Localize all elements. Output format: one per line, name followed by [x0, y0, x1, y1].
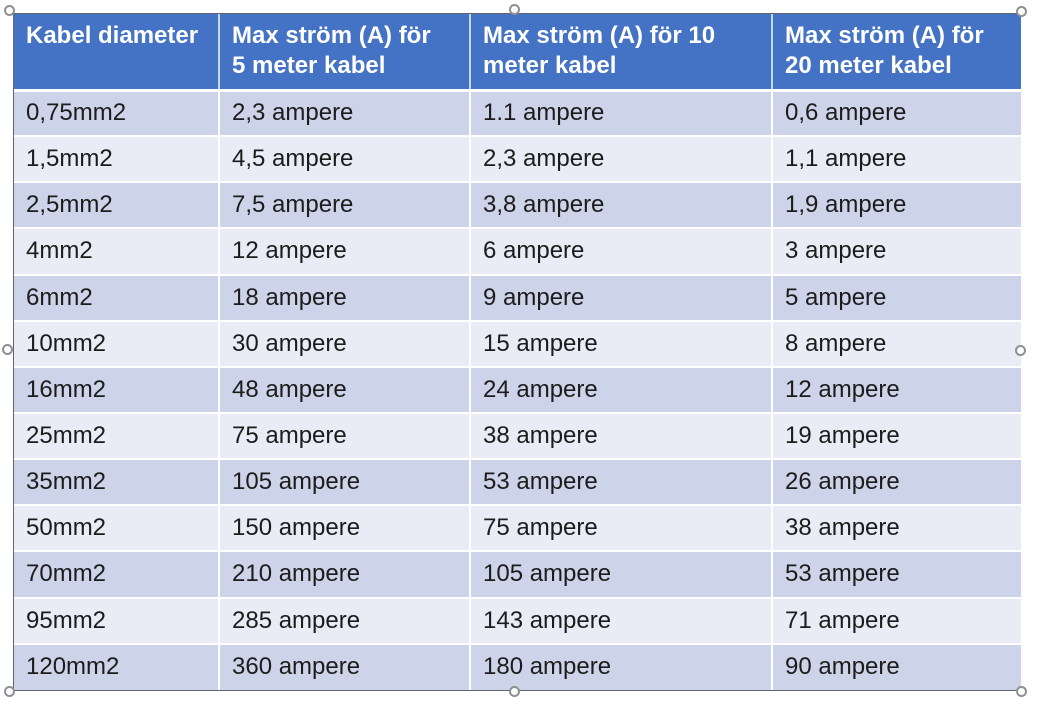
table-cell[interactable]: 6 ampere [470, 228, 773, 276]
cable-amperage-table[interactable]: Kabel diameter Max ström (A) för 5 meter… [13, 13, 1021, 691]
table-row: 120mm2 360 ampere 180 ampere 90 ampere [14, 643, 1021, 690]
table-cell[interactable]: 180 ampere [470, 643, 773, 690]
table-cell[interactable]: 4mm2 [14, 228, 220, 276]
selection-handle-top-middle[interactable] [509, 4, 520, 15]
table-cell[interactable]: 9 ampere [470, 274, 773, 322]
table-cell[interactable]: 5 ampere [772, 274, 1021, 322]
table-cell[interactable]: 3 ampere [772, 228, 1021, 276]
table-cell[interactable]: 12 ampere [772, 366, 1021, 414]
table-cell[interactable]: 75 ampere [470, 505, 773, 553]
table-cell[interactable]: 24 ampere [470, 366, 773, 414]
table-cell[interactable]: 2,3 ampere [470, 136, 773, 184]
selection-handle-top-right[interactable] [1016, 6, 1027, 17]
table-cell[interactable]: 16mm2 [14, 366, 220, 414]
table-cell[interactable]: 8 ampere [772, 320, 1021, 368]
table-cell[interactable]: 53 ampere [470, 459, 773, 507]
table-cell[interactable]: 285 ampere [219, 597, 471, 645]
table-cell[interactable]: 75 ampere [219, 412, 471, 461]
table-cell[interactable]: 35mm2 [14, 459, 220, 507]
table-cell[interactable]: 70mm2 [14, 551, 220, 599]
selection-handle-bottom-middle[interactable] [509, 686, 520, 697]
table-cell[interactable]: 2,5mm2 [14, 182, 220, 230]
header-cell-5-meter[interactable]: Max ström (A) för 5 meter kabel [219, 14, 471, 92]
table-cell[interactable]: 105 ampere [219, 459, 471, 507]
table-cell[interactable]: 7,5 ampere [219, 182, 471, 230]
table-row: 95mm2 285 ampere 143 ampere 71 ampere [14, 597, 1021, 645]
table-cell[interactable]: 1,1 ampere [772, 136, 1021, 184]
table-cell[interactable]: 25mm2 [14, 412, 220, 461]
data-table: Kabel diameter Max ström (A) för 5 meter… [14, 14, 1021, 690]
table-row: 0,75mm2 2,3 ampere 1.1 ampere 0,6 ampere [14, 90, 1021, 138]
table-row: 35mm2 105 ampere 53 ampere 26 ampere [14, 459, 1021, 507]
table-row: 50mm2 150 ampere 75 ampere 38 ampere [14, 505, 1021, 553]
header-cell-10-meter[interactable]: Max ström (A) för 10 meter kabel [470, 14, 773, 92]
table-cell[interactable]: 71 ampere [772, 597, 1021, 645]
table-row: 4mm2 12 ampere 6 ampere 3 ampere [14, 228, 1021, 276]
table-cell[interactable]: 26 ampere [772, 459, 1021, 507]
header-line: Max ström (A) för [232, 22, 431, 49]
selection-handle-middle-left[interactable] [2, 344, 13, 355]
header-line: 5 meter kabel [232, 52, 386, 79]
table-cell[interactable]: 120mm2 [14, 643, 220, 690]
table-cell[interactable]: 15 ampere [470, 320, 773, 368]
table-cell[interactable]: 48 ampere [219, 366, 471, 414]
table-row: 10mm2 30 ampere 15 ampere 8 ampere [14, 320, 1021, 368]
table-cell[interactable]: 53 ampere [772, 551, 1021, 599]
selection-handle-bottom-right[interactable] [1016, 686, 1027, 697]
selection-handle-middle-right[interactable] [1015, 345, 1026, 356]
header-line: Max ström (A) för [785, 22, 984, 49]
table-cell[interactable]: 0,6 ampere [772, 90, 1021, 138]
table-cell[interactable]: 105 ampere [470, 551, 773, 599]
table-row: 16mm2 48 ampere 24 ampere 12 ampere [14, 366, 1021, 414]
table-cell[interactable]: 18 ampere [219, 274, 471, 322]
table-cell[interactable]: 6mm2 [14, 274, 220, 322]
table-cell[interactable]: 1,9 ampere [772, 182, 1021, 230]
table-cell[interactable]: 30 ampere [219, 320, 471, 368]
table-cell[interactable]: 4,5 ampere [219, 136, 471, 184]
header-line: meter kabel [483, 52, 617, 79]
selection-handle-bottom-left[interactable] [4, 686, 15, 697]
table-cell[interactable]: 38 ampere [470, 412, 773, 461]
table-cell[interactable]: 19 ampere [772, 412, 1021, 461]
table-cell[interactable]: 38 ampere [772, 505, 1021, 553]
table-row: 1,5mm2 4,5 ampere 2,3 ampere 1,1 ampere [14, 136, 1021, 184]
table-cell[interactable]: 90 ampere [772, 643, 1021, 690]
table-cell[interactable]: 50mm2 [14, 505, 220, 553]
table-cell[interactable]: 3,8 ampere [470, 182, 773, 230]
table-cell[interactable]: 150 ampere [219, 505, 471, 553]
header-row: Kabel diameter Max ström (A) för 5 meter… [14, 14, 1021, 92]
table-cell[interactable]: 12 ampere [219, 228, 471, 276]
table-row: 25mm2 75 ampere 38 ampere 19 ampere [14, 412, 1021, 461]
header-cell-kabel-diameter[interactable]: Kabel diameter [14, 14, 220, 92]
table-row: 2,5mm2 7,5 ampere 3,8 ampere 1,9 ampere [14, 182, 1021, 230]
header-line: Max ström (A) för 10 [483, 22, 716, 49]
table-cell[interactable]: 0,75mm2 [14, 90, 220, 138]
table-cell[interactable]: 1.1 ampere [470, 90, 773, 138]
table-cell[interactable]: 95mm2 [14, 597, 220, 645]
table-cell[interactable]: 2,3 ampere [219, 90, 471, 138]
table-row: 70mm2 210 ampere 105 ampere 53 ampere [14, 551, 1021, 599]
table-cell[interactable]: 143 ampere [470, 597, 773, 645]
header-line: Kabel diameter [26, 22, 199, 49]
table-cell[interactable]: 10mm2 [14, 320, 220, 368]
table-cell[interactable]: 1,5mm2 [14, 136, 220, 184]
header-cell-20-meter[interactable]: Max ström (A) för 20 meter kabel [772, 14, 1021, 92]
table-row: 6mm2 18 ampere 9 ampere 5 ampere [14, 274, 1021, 322]
selection-handle-top-left[interactable] [4, 5, 15, 16]
header-line: 20 meter kabel [785, 52, 952, 79]
table-cell[interactable]: 210 ampere [219, 551, 471, 599]
table-cell[interactable]: 360 ampere [219, 643, 471, 690]
